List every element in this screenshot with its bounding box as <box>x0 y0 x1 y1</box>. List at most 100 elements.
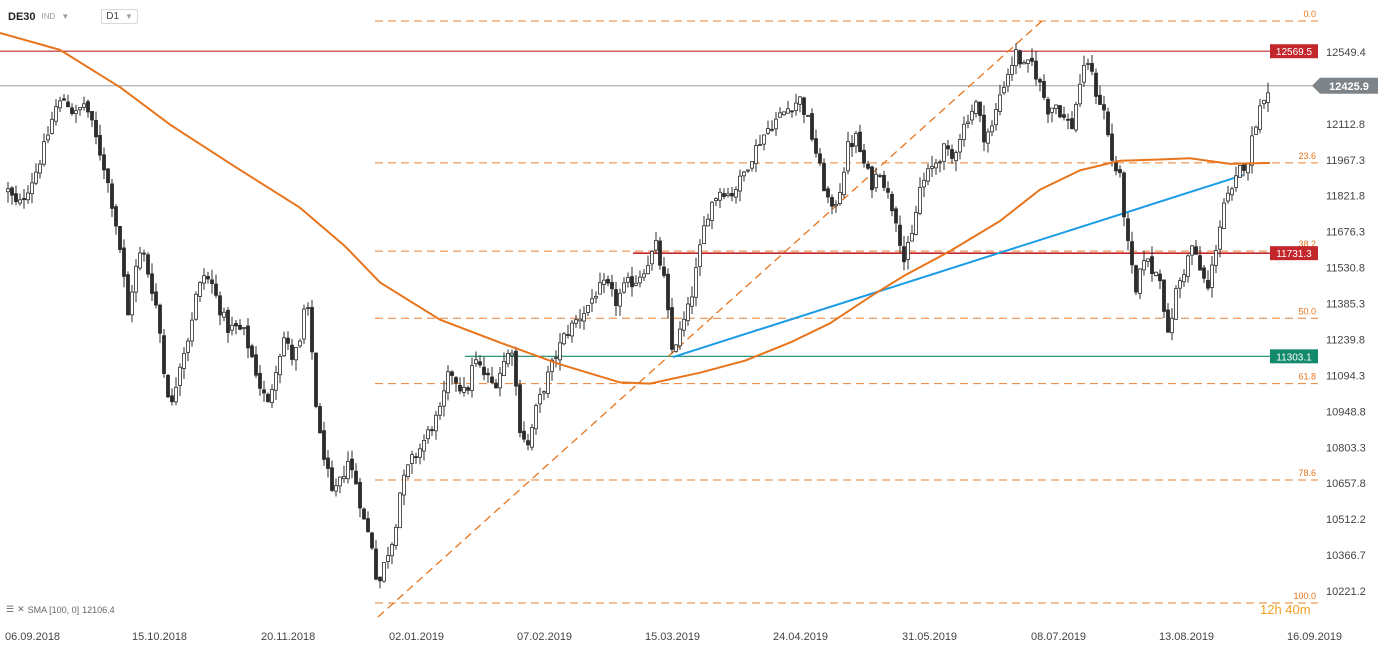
candle-body <box>790 110 794 113</box>
candle-body <box>582 313 586 322</box>
candle-body <box>930 165 934 169</box>
candle-body <box>34 171 38 184</box>
candle <box>486 368 490 383</box>
candle <box>1262 99 1266 109</box>
candle <box>1078 74 1082 107</box>
candle <box>1098 85 1102 105</box>
candle-body <box>1054 104 1058 109</box>
candle <box>970 104 974 125</box>
candle-body <box>206 275 210 280</box>
candle-body <box>1090 63 1094 72</box>
candle <box>162 329 166 378</box>
candle-body <box>274 372 278 391</box>
candle <box>366 511 370 533</box>
candle <box>1114 155 1118 176</box>
candle <box>1162 279 1166 319</box>
candle <box>902 235 906 271</box>
candle-body <box>494 382 498 389</box>
candle <box>270 384 274 408</box>
candle-body <box>1254 126 1258 135</box>
candle <box>926 163 930 186</box>
candle-body <box>702 225 706 245</box>
candle-body <box>1154 271 1158 277</box>
candle <box>14 185 18 206</box>
candle <box>310 299 314 360</box>
x-tick-label: 13.08.2019 <box>1159 631 1214 643</box>
candle <box>154 283 158 309</box>
candle-body <box>934 162 938 169</box>
candle <box>214 274 218 299</box>
candle-body <box>906 242 910 260</box>
candle <box>350 450 354 479</box>
candle <box>698 239 702 277</box>
candle-body <box>86 101 90 113</box>
candle <box>1010 56 1014 82</box>
candle-body <box>122 247 126 277</box>
candle-body <box>90 111 94 121</box>
candle-body <box>134 265 138 293</box>
candle <box>1002 81 1006 95</box>
candle <box>546 365 550 398</box>
candle <box>1170 308 1174 341</box>
candle-body <box>858 131 862 153</box>
candle <box>982 105 986 152</box>
candle <box>30 172 34 204</box>
candle-body <box>1146 258 1150 262</box>
candle-body <box>514 350 518 387</box>
candle <box>202 268 206 290</box>
candle <box>274 365 278 401</box>
candle <box>250 343 254 359</box>
candle-body <box>774 118 778 130</box>
candle <box>1174 285 1178 320</box>
candle-body <box>638 276 642 284</box>
candle <box>1254 125 1258 135</box>
candle-body <box>786 108 790 114</box>
candle-body <box>950 149 954 159</box>
candle <box>1166 303 1170 333</box>
symbol-name[interactable]: DE30 <box>8 10 36 23</box>
candle-body <box>630 276 634 288</box>
candle-body <box>890 193 894 212</box>
close-icon[interactable]: ✕ <box>17 604 25 614</box>
timeframe-select[interactable]: D1 ▼ <box>101 9 138 24</box>
y-tick-label: 11094.3 <box>1326 370 1365 382</box>
candle <box>1178 277 1182 299</box>
candle <box>542 390 546 401</box>
candle-body <box>330 467 334 491</box>
candle <box>1238 164 1242 178</box>
candle-body <box>290 344 294 360</box>
candle <box>986 128 990 153</box>
candle <box>866 160 870 171</box>
candle-body <box>358 481 362 509</box>
menu-icon[interactable]: ☰ <box>6 604 15 614</box>
candle <box>62 94 66 101</box>
fib-levels: 0.0 23.6 38.2 50.0 61.8 78.6 100.0 <box>0 9 1318 604</box>
current-price-tag <box>1312 77 1378 94</box>
candle-body <box>538 394 542 405</box>
candle-body <box>1246 163 1250 174</box>
price-level-tag-label: 12569.5 <box>1276 47 1313 58</box>
candle <box>438 402 442 420</box>
candle <box>230 316 234 336</box>
candle-body <box>1242 163 1246 171</box>
candle <box>574 314 578 328</box>
candle-body <box>802 97 806 115</box>
candle-body <box>830 197 834 207</box>
candle-body <box>410 454 414 464</box>
candle-body <box>986 131 990 144</box>
candle-body <box>718 191 722 201</box>
candle <box>1030 48 1034 67</box>
candle-body <box>478 361 482 366</box>
candle <box>1014 43 1018 75</box>
candle <box>446 365 450 401</box>
chevron-down-icon[interactable]: ▼ <box>61 12 70 21</box>
candle <box>26 185 30 204</box>
y-tick-label: 11530.8 <box>1326 263 1365 275</box>
candle <box>470 357 474 398</box>
candle <box>1214 244 1218 274</box>
candle-body <box>74 110 78 115</box>
candle-body <box>614 289 618 306</box>
y-tick-label: 10366.7 <box>1326 550 1366 562</box>
candle-body <box>42 141 46 165</box>
